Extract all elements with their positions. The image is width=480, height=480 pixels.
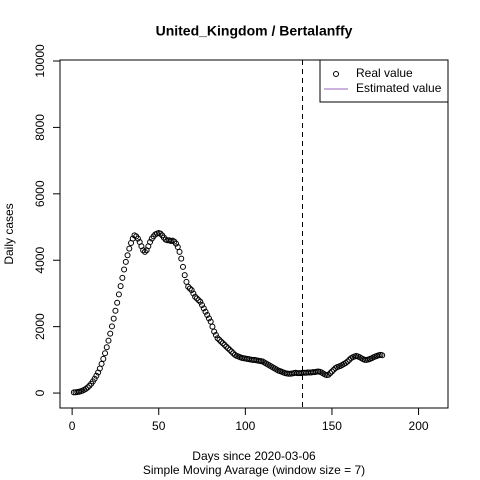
- point: [190, 290, 197, 297]
- point: [325, 371, 332, 378]
- point: [179, 263, 186, 270]
- point: [327, 370, 334, 377]
- y-tick-label: 6000: [33, 180, 47, 207]
- point: [176, 248, 183, 255]
- point: [183, 278, 190, 285]
- point: [226, 346, 233, 353]
- point: [181, 272, 188, 279]
- point: [204, 312, 211, 319]
- point: [119, 274, 126, 281]
- point: [117, 283, 124, 290]
- legend-label: Estimated value: [356, 81, 442, 95]
- point: [82, 385, 89, 392]
- y-tick-label: 4000: [33, 247, 47, 274]
- y-axis-label: Daily cases: [2, 203, 16, 264]
- point: [207, 318, 214, 325]
- point: [103, 344, 110, 351]
- point: [114, 299, 121, 306]
- point: [110, 315, 117, 322]
- legend-marker: [333, 71, 339, 77]
- y-tick-label: 2000: [33, 313, 47, 340]
- point: [199, 302, 206, 309]
- point: [121, 266, 128, 273]
- point: [185, 283, 192, 290]
- point: [98, 360, 105, 367]
- point: [202, 308, 209, 315]
- point: [157, 230, 164, 237]
- point: [223, 343, 230, 350]
- x-tick-label: 200: [409, 419, 429, 433]
- point: [193, 295, 200, 302]
- x-tick-label: 0: [69, 419, 76, 433]
- point: [228, 348, 235, 355]
- y-tick-label: 8000: [33, 114, 47, 141]
- point: [178, 255, 185, 262]
- legend-label: Real value: [356, 66, 413, 80]
- point: [112, 307, 119, 314]
- point: [192, 293, 199, 300]
- point: [141, 248, 148, 255]
- point: [219, 340, 226, 347]
- chart-title: United_Kingdom / Bertalanffy: [156, 23, 353, 39]
- subtitle: Simple Moving Avarage (window size = 7): [143, 463, 365, 477]
- point: [140, 247, 147, 254]
- point: [212, 331, 219, 338]
- point: [225, 345, 232, 352]
- point: [186, 285, 193, 292]
- y-tick-label: 0: [33, 389, 47, 396]
- point: [328, 368, 335, 375]
- point: [195, 297, 202, 304]
- point: [216, 336, 223, 343]
- point: [221, 341, 228, 348]
- point: [100, 355, 107, 362]
- point: [84, 384, 91, 391]
- point: [108, 323, 115, 330]
- point: [115, 291, 122, 298]
- point: [173, 240, 180, 247]
- point: [174, 243, 181, 250]
- point: [218, 338, 225, 345]
- point: [105, 337, 112, 344]
- plot-box: [59, 59, 449, 409]
- x-tick-label: 100: [235, 419, 255, 433]
- point: [91, 375, 98, 382]
- point: [188, 287, 195, 294]
- x-tick-label: 50: [152, 419, 166, 433]
- point: [134, 235, 141, 242]
- point: [209, 323, 216, 330]
- legend-box: [319, 59, 449, 103]
- point: [211, 328, 218, 335]
- x-axis-label: Days since 2020-03-06: [192, 449, 316, 463]
- point: [214, 335, 221, 342]
- point: [124, 252, 131, 259]
- point: [122, 258, 129, 265]
- point: [379, 352, 386, 359]
- point: [342, 359, 349, 366]
- point: [344, 358, 351, 365]
- point: [102, 350, 109, 357]
- point: [205, 315, 212, 322]
- point: [107, 330, 114, 337]
- point: [147, 238, 154, 245]
- point: [197, 298, 204, 305]
- point: [126, 245, 133, 252]
- y-tick-label: 10000: [33, 44, 47, 78]
- point: [200, 305, 207, 312]
- x-tick-label: 150: [322, 419, 342, 433]
- point: [93, 372, 100, 379]
